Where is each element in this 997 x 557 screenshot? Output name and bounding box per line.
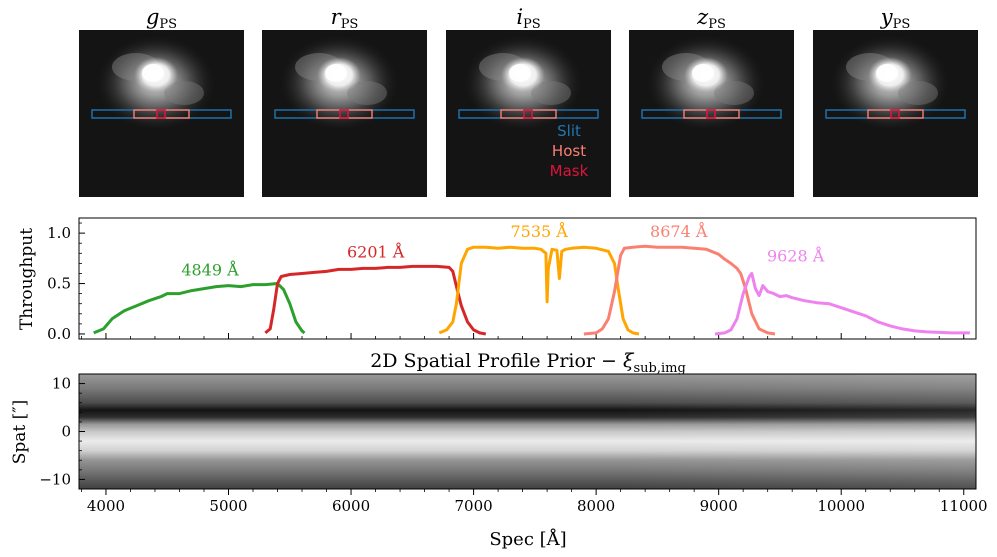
throughput-line-3 <box>583 244 776 336</box>
cutout-panel-g: gPS <box>79 5 244 197</box>
heatmap-title: 2D Spatial Profile Prior − ξsub,img <box>370 350 686 376</box>
galaxy-image <box>463 35 583 131</box>
throughput-series-label: 9628 Å <box>767 245 825 265</box>
galaxy-image <box>279 35 399 131</box>
galaxy-image <box>96 35 216 131</box>
mask-box <box>890 109 900 119</box>
galaxy-image <box>830 35 950 131</box>
cutout-panel-z: zPS <box>629 5 794 197</box>
mask-box <box>523 109 533 119</box>
legend-slit: Slit <box>557 122 581 140</box>
mask-box <box>706 109 716 119</box>
heatmap-xtick-label: 7000 <box>454 497 492 515</box>
heatmap-ylabel: Spat [″] <box>10 400 30 465</box>
heatmap-xtick-label: 8000 <box>577 497 615 515</box>
throughput-plot-frame <box>78 217 977 340</box>
heatmap-xtick-label: 4000 <box>87 497 125 515</box>
throughput-ytick-label: 0.5 <box>47 275 71 293</box>
throughput-ytick-label: 1.0 <box>47 224 71 242</box>
heatmap-axis-ticks: 10 0 −10 4000 5000 6000 7000 8000 9000 10000 11000 <box>39 373 988 515</box>
mask-box <box>156 109 166 119</box>
heatmap-ytick-label: −10 <box>39 470 71 488</box>
throughput-series: 4849 Å 6201 Å 7535 Å 8674 Å 9628 Å <box>93 221 970 336</box>
mask-box <box>339 109 349 119</box>
legend-host: Host <box>552 142 586 160</box>
heatmap-ytick-label: 0 <box>61 423 71 441</box>
cutout-title: rPS <box>331 5 359 32</box>
throughput-line-2 <box>438 245 640 336</box>
throughput-line-4 <box>714 272 970 336</box>
cutout-panel-i: iPS <box>446 5 611 197</box>
heatmap-xtick-label: 5000 <box>209 497 247 515</box>
heatmap-xlabel: Spec [Å] <box>489 528 566 550</box>
throughput-line-1 <box>264 264 487 336</box>
heatmap-xtick-label: 10000 <box>817 497 865 515</box>
heatmap-ytick-label: 10 <box>52 375 71 393</box>
legend-mask: Mask <box>550 162 589 180</box>
throughput-line-0 <box>93 282 306 335</box>
heatmap-xtick-label: 9000 <box>700 497 738 515</box>
cutout-title: zPS <box>696 5 726 32</box>
spatial-profile-heatmap: 2D Spatial Profile Prior − ξsub,img 10 0 −… <box>10 350 988 550</box>
throughput-series-label: 4849 Å <box>181 259 239 279</box>
heatmap-shading <box>79 374 976 489</box>
throughput-series-label: 8674 Å <box>650 221 708 241</box>
galaxy-image <box>646 35 766 131</box>
cutout-panel-y: yPS <box>813 5 978 197</box>
throughput-chart: 0.0 0.5 1.0 4849 Å 6201 Å 7535 Å 8674 Å 9628 Å… <box>17 217 977 343</box>
throughput-axis-ticks: 0.0 0.5 1.0 <box>47 222 965 343</box>
cutout-title: iPS <box>516 5 540 32</box>
heatmap-xtick-label: 6000 <box>332 497 370 515</box>
throughput-series-label: 6201 Å <box>347 241 405 261</box>
throughput-ylabel: Throughput <box>17 228 37 330</box>
heatmap-title-symbol: ξ <box>623 350 635 372</box>
image-panels: gPS rPS iPS zPS yPS Slit Host Mask <box>79 5 978 197</box>
cutout-panel-r: rPS <box>262 5 427 197</box>
cutout-title: gPS <box>146 5 177 32</box>
throughput-series-label: 7535 Å <box>510 221 568 241</box>
heatmap-title-sub: sub,img <box>633 361 685 376</box>
throughput-ytick-label: 0.0 <box>47 325 71 343</box>
heatmap-xtick-label: 11000 <box>940 497 988 515</box>
cutout-title: yPS <box>880 5 911 32</box>
heatmap-title-main: 2D Spatial Profile Prior − <box>370 350 623 372</box>
